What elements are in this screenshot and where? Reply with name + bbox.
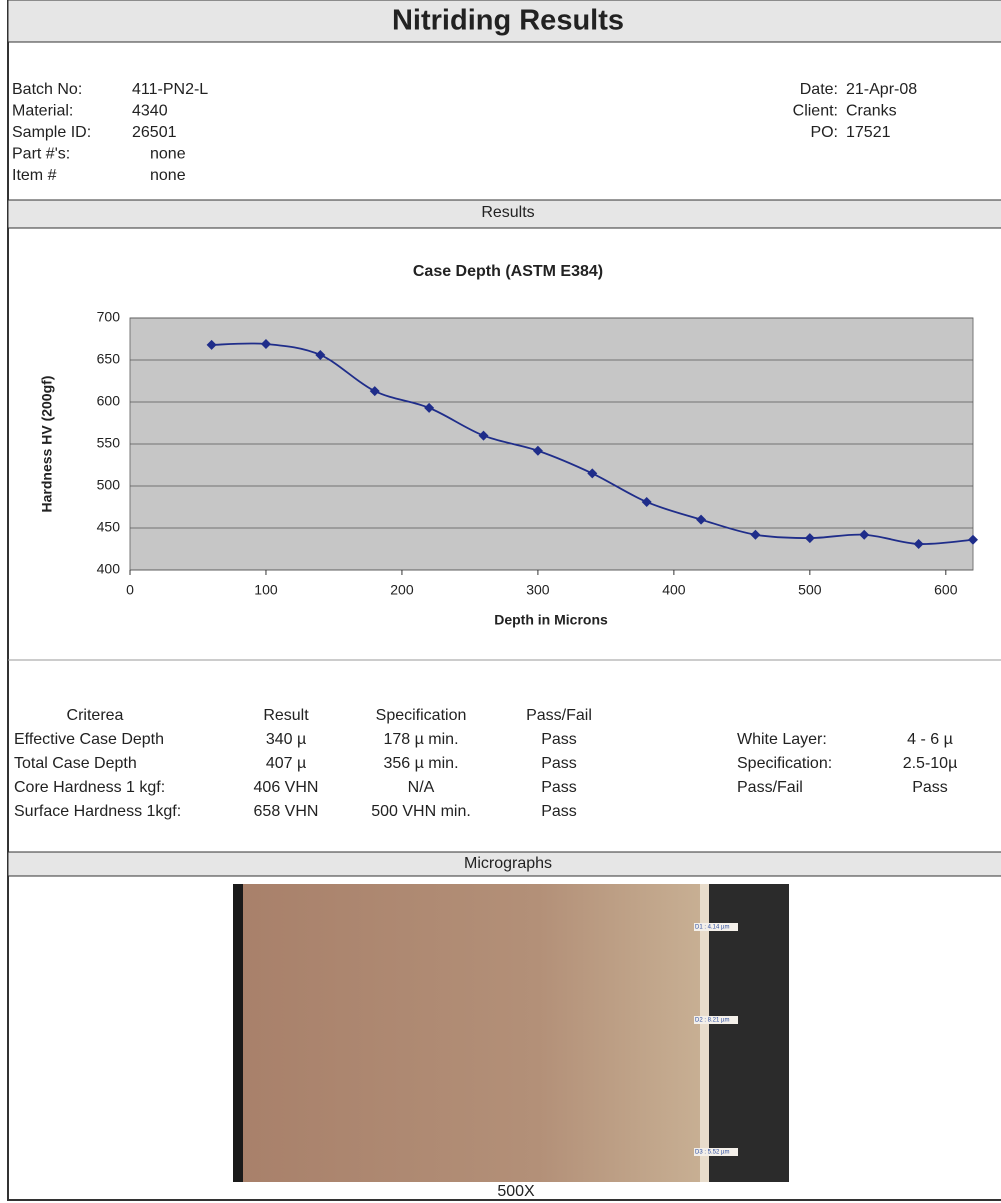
table-cell: Pass: [541, 731, 577, 748]
table-cell: 356 µ min.: [383, 755, 458, 772]
table-cell: 407 µ: [266, 755, 306, 772]
white-layer-value: 4 - 6 µ: [907, 731, 953, 748]
field-value: 26501: [132, 124, 177, 141]
table-cell: N/A: [408, 779, 435, 796]
field-value: Cranks: [846, 103, 897, 120]
y-tick-label: 650: [97, 351, 121, 367]
field-label: Part #'s:: [12, 146, 70, 163]
field-label: Item #: [12, 167, 57, 184]
white-layer-label: Specification:: [737, 755, 832, 772]
x-tick-label: 500: [798, 582, 822, 598]
table-cell: 340 µ: [266, 731, 306, 748]
white-layer-label: White Layer:: [737, 731, 827, 748]
y-tick-label: 600: [97, 393, 121, 409]
table-cell: Pass: [541, 779, 577, 796]
document: Nitriding Results Results Micrographs 50…: [0, 0, 1001, 1203]
caption: 500X: [497, 1183, 535, 1200]
table-cell: Core Hardness 1 kgf:: [14, 779, 165, 796]
y-tick-label: 700: [97, 309, 121, 325]
table-cell: 178 µ min.: [383, 731, 458, 748]
table-cell: 500 VHN min.: [371, 803, 471, 820]
field-value: 21-Apr-08: [846, 81, 917, 98]
white-layer-value: Pass: [912, 779, 948, 796]
x-tick-label: 100: [254, 582, 278, 598]
x-axis-label: Depth in Microns: [494, 612, 608, 628]
table-cell: Pass: [541, 755, 577, 772]
field-value: none: [150, 146, 186, 163]
measure-label: D2 : 8.21 µm: [695, 1018, 729, 1024]
page: Nitriding Results Results Micrographs 50…: [0, 0, 1001, 1203]
x-tick-label: 400: [662, 582, 686, 598]
micrograph-edge: [233, 884, 243, 1182]
y-tick-label: 450: [97, 519, 121, 535]
x-tick-label: 300: [526, 582, 550, 598]
table-cell: Effective Case Depth: [14, 731, 164, 748]
table-cell: Surface Hardness 1kgf:: [14, 803, 181, 820]
field-value: none: [150, 167, 186, 184]
field-label: Batch No:: [12, 81, 82, 98]
table-cell: 658 VHN: [254, 803, 319, 820]
table-header: Result: [263, 707, 309, 724]
section-title: Results: [481, 204, 534, 221]
table-cell: 406 VHN: [254, 779, 319, 796]
page-title: Nitriding Results: [392, 5, 624, 37]
table-header: Specification: [376, 707, 467, 724]
field-label: Sample ID:: [12, 124, 91, 141]
field-label: Client:: [793, 103, 838, 120]
table-cell: Total Case Depth: [14, 755, 137, 772]
chart-title: Case Depth (ASTM E384): [413, 263, 603, 280]
y-tick-label: 500: [97, 477, 121, 493]
table-cell: Pass: [541, 803, 577, 820]
field-value: 4340: [132, 103, 168, 120]
white-layer-value: 2.5-10µ: [903, 755, 958, 772]
y-axis-label: Hardness HV (200gf): [39, 376, 55, 513]
x-tick-label: 200: [390, 582, 414, 598]
table-header: Criterea: [67, 707, 124, 724]
field-value: 411-PN2-L: [132, 81, 208, 98]
field-label: PO:: [810, 124, 838, 141]
field-value: 17521: [846, 124, 891, 141]
white-layer-label: Pass/Fail: [737, 779, 803, 796]
table-header: Pass/Fail: [526, 707, 592, 724]
y-tick-label: 550: [97, 435, 121, 451]
x-tick-label: 0: [126, 582, 134, 598]
section-title: Micrographs: [464, 855, 552, 872]
field-label: Material:: [12, 103, 73, 120]
measure-label: D1 : 4.14 µm: [695, 925, 729, 931]
x-tick-label: 600: [934, 582, 958, 598]
measure-label: D3 : 5.52 µm: [695, 1150, 729, 1156]
field-label: Date:: [800, 81, 838, 98]
y-tick-label: 400: [97, 561, 121, 577]
